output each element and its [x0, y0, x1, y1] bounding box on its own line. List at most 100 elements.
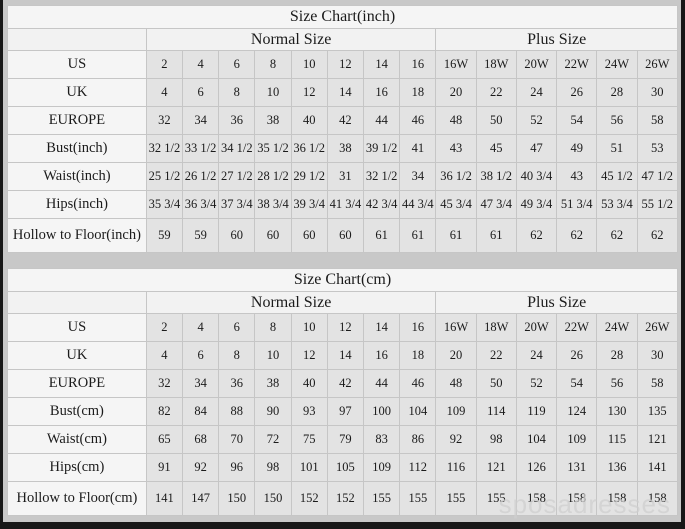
size-cell: 48: [435, 106, 477, 135]
size-cell: 8: [218, 341, 256, 370]
size-cell: 42: [326, 369, 365, 398]
size-cell: 62: [556, 218, 598, 253]
size-cell: 82: [145, 397, 184, 426]
size-cell: 155: [475, 481, 517, 516]
corner-blank-cell: [7, 28, 147, 51]
size-cell: 38 1/2: [475, 162, 517, 191]
size-cell: 40: [290, 106, 328, 135]
size-cell: 58: [636, 106, 679, 135]
size-cell: 42 3/4: [363, 190, 401, 219]
size-cell: 8: [254, 313, 292, 342]
size-cell: 42: [326, 106, 365, 135]
size-cell: 32: [145, 106, 184, 135]
size-cell: 34: [399, 162, 437, 191]
size-cell: 56: [596, 369, 638, 398]
size-cell: 29 1/2: [290, 162, 328, 191]
table-row: Hollow to Floor(inch) 59 59 60 60 60 60 61 61 61 6…: [7, 218, 679, 253]
size-cell: 158: [556, 481, 598, 516]
size-cell: 38: [326, 134, 365, 163]
group-header: Plus Size: [435, 291, 678, 314]
size-cell: 47 3/4: [475, 190, 517, 219]
size-cell: 6: [181, 78, 220, 107]
size-cell: 25 1/2: [145, 162, 184, 191]
size-cell: 131: [556, 453, 598, 482]
table-row: Waist(cm) 65 68 70 72 75 79 83 86 92 98 104 109 115 12…: [7, 425, 679, 454]
size-cell: 61: [363, 218, 401, 253]
size-cell: 35 1/2: [254, 134, 292, 163]
size-cell: 83: [363, 425, 401, 454]
size-cell: 54: [556, 106, 598, 135]
size-cell: 38: [254, 369, 292, 398]
row-label: Bust(cm): [7, 397, 147, 426]
size-cell: 12: [326, 313, 365, 342]
size-cell: 86: [399, 425, 437, 454]
size-cell: 26: [556, 341, 598, 370]
size-cell: 54: [556, 369, 598, 398]
size-cell: 46: [399, 369, 437, 398]
row-label: Waist(inch): [7, 162, 147, 191]
size-cell: 152: [326, 481, 365, 516]
size-cell: 59: [145, 218, 184, 253]
size-cell: 18W: [475, 50, 517, 79]
size-cell: 40: [290, 369, 328, 398]
size-cell: 4: [145, 78, 184, 107]
size-cell: 14: [363, 313, 401, 342]
size-cell: 10: [254, 341, 292, 370]
size-cell: 22W: [556, 313, 598, 342]
size-cell: 24W: [596, 313, 638, 342]
size-cell: 105: [326, 453, 365, 482]
size-cell: 60: [290, 218, 328, 253]
size-cell: 26W: [636, 50, 679, 79]
size-chart-inch-table: Size Chart(inch) Normal Size Plus Size US 2 4…: [7, 5, 679, 253]
size-cell: 90: [254, 397, 292, 426]
size-cell: 4: [145, 341, 184, 370]
group-header: Plus Size: [435, 28, 678, 51]
row-label: EUROPE: [7, 369, 147, 398]
size-cell: 31: [326, 162, 365, 191]
size-cell: 20: [435, 78, 477, 107]
size-cell: 150: [218, 481, 256, 516]
size-cell: 8: [218, 78, 256, 107]
size-cell: 93: [290, 397, 328, 426]
size-cell: 8: [254, 50, 292, 79]
size-cell: 43: [435, 134, 477, 163]
size-cell: 39 1/2: [363, 134, 401, 163]
size-cell: 44: [363, 369, 401, 398]
size-cell: 59: [181, 218, 220, 253]
table-row: Hips(inch) 35 3/4 36 3/4 37 3/4 38 3/4 39 3/4…: [7, 190, 679, 219]
size-cell: 55 1/2: [636, 190, 679, 219]
size-cell: 52: [515, 106, 558, 135]
size-cell: 49: [556, 134, 598, 163]
row-label: US: [7, 50, 147, 79]
size-cell: 43: [556, 162, 598, 191]
size-cell: 34: [181, 106, 220, 135]
table-row: EUROPE 32 34 36 38 40 42 44 46 48 50 52 54 56 58: [7, 106, 679, 135]
size-cell: 60: [326, 218, 365, 253]
size-cell: 61: [435, 218, 477, 253]
size-cell: 22W: [556, 50, 598, 79]
size-cell: 28: [596, 78, 638, 107]
size-cell: 155: [399, 481, 437, 516]
row-label: UK: [7, 78, 147, 107]
size-cell: 40 3/4: [515, 162, 558, 191]
size-cell: 51 3/4: [556, 190, 598, 219]
size-cell: 36 1/2: [290, 134, 328, 163]
size-cell: 101: [290, 453, 328, 482]
size-cell: 4: [181, 50, 220, 79]
size-cell: 12: [290, 78, 328, 107]
table-row: UK 4 6 8 10 12 14 16 18 20 22 24 26 28 30: [7, 341, 679, 370]
size-cell: 58: [636, 369, 679, 398]
size-cell: 50: [475, 106, 517, 135]
size-cell: 44 3/4: [399, 190, 437, 219]
size-cell: 152: [290, 481, 328, 516]
size-cell: 4: [181, 313, 220, 342]
size-cell: 28 1/2: [254, 162, 292, 191]
size-cell: 158: [596, 481, 638, 516]
row-label: EUROPE: [7, 106, 147, 135]
size-cell: 34: [181, 369, 220, 398]
size-cell: 26: [556, 78, 598, 107]
row-label: UK: [7, 341, 147, 370]
table-title: Size Chart(cm): [7, 268, 678, 292]
row-label: US: [7, 313, 147, 342]
table-title: Size Chart(inch): [7, 5, 678, 29]
